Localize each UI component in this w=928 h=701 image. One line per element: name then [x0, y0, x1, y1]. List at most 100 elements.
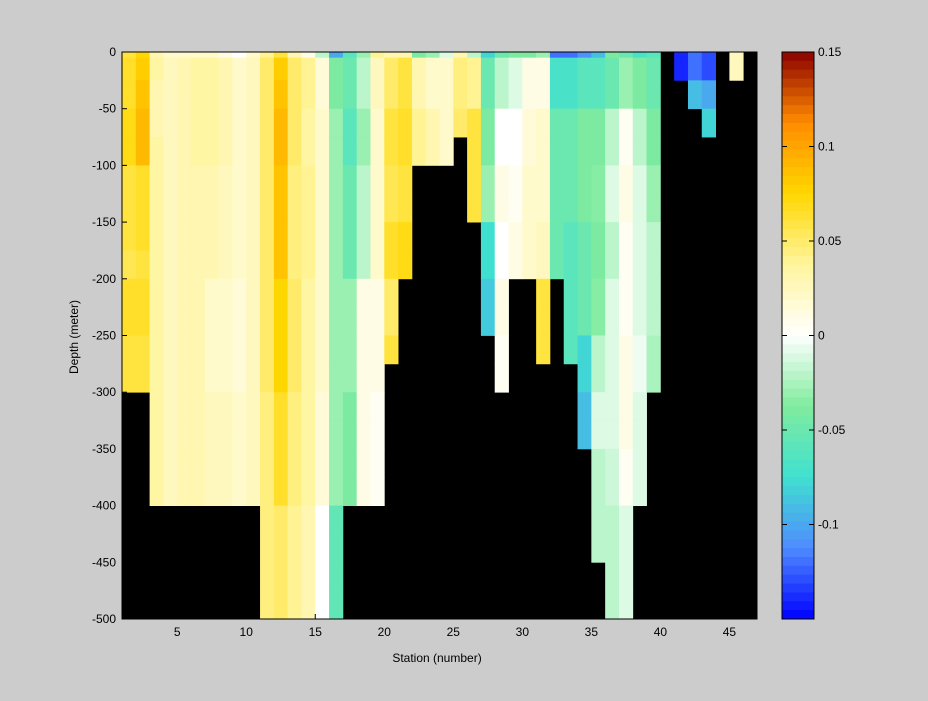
heatmap-cell: [315, 57, 330, 81]
y-tick-label: -50: [99, 102, 117, 116]
heatmap-cell: [536, 52, 551, 59]
heatmap-cell: [260, 533, 275, 563]
heatmap-cell: [260, 307, 275, 336]
heatmap-cell: [149, 307, 164, 336]
colorbar-segment: [782, 52, 814, 62]
heatmap-cell: [329, 222, 344, 251]
heatmap-cell: [563, 278, 578, 308]
heatmap-cell: [260, 222, 275, 251]
heatmap-cell: [204, 307, 220, 336]
heatmap-cell: [177, 108, 192, 138]
heatmap-cell: [632, 278, 647, 308]
colorbar-segment: [782, 246, 814, 257]
heatmap-cell: [246, 222, 261, 251]
axes: 5 10 15 20 25 30 35 40 45 0 -50 -100 -150 -200 -250 -30…: [92, 45, 736, 639]
heatmap-cell: [591, 193, 606, 223]
heatmap-cell: [356, 335, 371, 365]
heatmap-cell: [287, 420, 302, 450]
heatmap-cell: [301, 80, 316, 110]
y-tick-label: -400: [92, 499, 116, 513]
x-tick-label: 10: [240, 625, 254, 639]
heatmap-cell: [260, 250, 275, 280]
colorbar-segment: [782, 565, 814, 576]
heatmap-cell: [398, 193, 413, 223]
heatmap-cell: [218, 335, 233, 365]
colorbar-segment: [782, 122, 814, 133]
heatmap-cell: [646, 307, 661, 336]
heatmap-cell: [480, 137, 496, 166]
colorbar-tick-label: 0: [818, 329, 825, 343]
heatmap-cell: [246, 52, 261, 59]
heatmap-cell: [191, 477, 206, 506]
heatmap-cell: [329, 193, 344, 223]
colorbar-segment: [782, 291, 814, 301]
heatmap-cell: [315, 363, 330, 393]
heatmap-cell: [411, 57, 427, 81]
heatmap-cell: [646, 222, 661, 251]
heatmap-cell: [260, 392, 275, 421]
heatmap-cell: [177, 335, 192, 365]
heatmap-cell: [149, 137, 164, 166]
heatmap-cell: [480, 165, 496, 195]
heatmap-cell: [246, 477, 261, 506]
heatmap-cell: [591, 420, 606, 450]
heatmap-cell: [522, 108, 537, 138]
heatmap-cell: [384, 335, 399, 365]
heatmap-cell: [163, 307, 178, 336]
heatmap-cell: [632, 52, 647, 59]
heatmap-cell: [329, 108, 344, 138]
heatmap-cell: [674, 52, 689, 59]
heatmap-cell: [218, 108, 233, 138]
heatmap-cell: [149, 392, 164, 421]
heatmap-cell: [218, 278, 233, 308]
heatmap-cell: [370, 363, 385, 393]
heatmap-cell: [149, 57, 164, 81]
heatmap-cell: [605, 533, 620, 563]
x-tick-label: 40: [654, 625, 668, 639]
colorbar-segment: [782, 486, 814, 496]
heatmap-cell: [122, 222, 137, 251]
heatmap-cell: [260, 193, 275, 223]
colorbar-segment: [782, 477, 814, 487]
colorbar-segment: [782, 432, 814, 443]
heatmap-cell: [632, 193, 647, 223]
x-tick-label: 45: [723, 625, 737, 639]
colorbar-segment: [782, 238, 814, 248]
heatmap-cell: [494, 307, 509, 336]
colorbar-segment: [782, 202, 814, 212]
colorbar-segment: [782, 167, 814, 177]
heatmap-cell: [591, 505, 606, 535]
heatmap-cell: [135, 80, 150, 110]
heatmap-cell: [149, 477, 164, 506]
heatmap-cell: [315, 420, 330, 450]
heatmap-cell: [618, 165, 634, 195]
heatmap-cell: [149, 222, 164, 251]
heatmap-cell: [646, 80, 661, 110]
heatmap-cell: [453, 57, 468, 81]
colorbar-segment: [782, 60, 814, 71]
heatmap-cell: [301, 562, 316, 592]
heatmap-cell: [260, 165, 275, 195]
heatmap-cell: [467, 193, 482, 223]
heatmap-cell: [177, 52, 192, 59]
y-tick-label: 0: [109, 45, 116, 59]
heatmap-cell: [646, 250, 661, 280]
heatmap-cell: [135, 250, 150, 280]
heatmap-cell: [632, 222, 647, 251]
heatmap-cell: [632, 307, 647, 336]
heatmap-cell: [287, 278, 302, 308]
heatmap-cell: [342, 80, 358, 110]
heatmap-cell: [370, 477, 385, 506]
heatmap-cell: [522, 137, 537, 166]
heatmap-cell: [301, 165, 316, 195]
heatmap-cell: [632, 392, 647, 421]
heatmap-cell: [191, 57, 206, 81]
heatmap-cell: [591, 278, 606, 308]
heatmap-cell: [563, 52, 578, 59]
heatmap-cell: [287, 392, 302, 421]
heatmap-cell: [218, 57, 233, 81]
heatmap-cell: [549, 57, 565, 81]
heatmap-cell: [646, 137, 661, 166]
heatmap-cell: [411, 137, 427, 166]
